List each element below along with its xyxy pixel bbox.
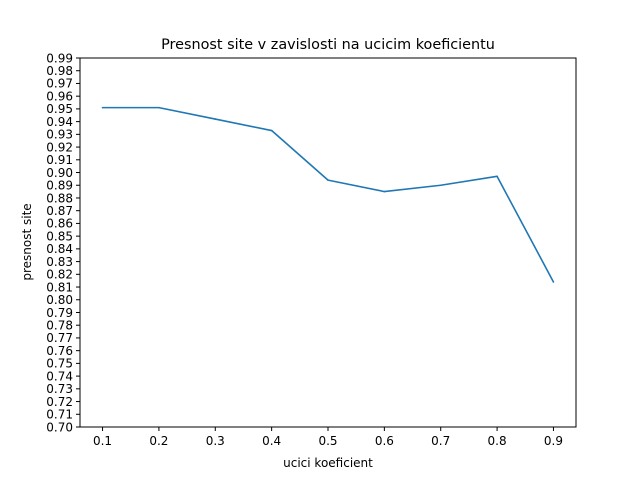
series-layer [101, 106, 555, 283]
data-point [214, 118, 217, 120]
y-tick-label: 0.88 [46, 191, 73, 205]
y-tick-label: 0.80 [46, 293, 73, 307]
axes-frame [79, 57, 577, 428]
x-tick-label: 0.3 [206, 434, 225, 448]
x-tick-label: 0.8 [488, 434, 507, 448]
x-tick-label: 0.4 [262, 434, 281, 448]
y-tick-label: 0.93 [46, 128, 73, 142]
y-tick-label: 0.89 [46, 179, 73, 193]
y-tick-label: 0.95 [46, 102, 73, 116]
data-point [383, 190, 386, 193]
y-axis-label: presnost site [20, 203, 34, 280]
data-point [496, 175, 498, 178]
y-tick-label: 0.76 [46, 344, 73, 358]
y-axis-ticks: 0.700.710.720.730.740.750.760.770.780.79… [46, 51, 80, 434]
y-tick-label: 0.77 [46, 331, 73, 345]
y-tick-label: 0.97 [46, 77, 73, 91]
y-tick-label: 0.83 [46, 255, 73, 269]
y-tick-label: 0.74 [46, 369, 73, 383]
data-point [158, 106, 160, 109]
chart-title: Presnost site v zavislosti na ucicim koe… [161, 37, 495, 53]
x-axis-label: ucici koeficient [283, 456, 373, 470]
y-tick-label: 0.90 [46, 166, 73, 180]
y-tick-label: 0.87 [46, 204, 73, 218]
x-tick-label: 0.1 [93, 434, 112, 448]
y-tick-label: 0.72 [46, 395, 73, 409]
data-point [552, 281, 555, 283]
y-tick-label: 0.81 [46, 280, 73, 294]
y-tick-label: 0.78 [46, 319, 73, 333]
x-tick-label: 0.7 [431, 434, 450, 448]
y-tick-label: 0.79 [46, 306, 73, 320]
x-tick-label: 0.5 [318, 434, 337, 448]
x-axis-ticks: 0.1 0.2 0.3 0.4 0.5 0.6 0.7 0.8 0.9 [93, 427, 563, 448]
y-tick-label: 0.99 [46, 51, 73, 65]
y-tick-label: 0.94 [46, 115, 73, 129]
data-point [270, 129, 273, 132]
y-tick-label: 0.91 [46, 153, 73, 167]
x-tick-label: 0.2 [149, 434, 168, 448]
y-tick-label: 0.75 [46, 357, 73, 371]
y-tick-label: 0.71 [46, 408, 73, 422]
y-tick-label: 0.98 [46, 64, 73, 78]
y-tick-label: 0.73 [46, 382, 73, 396]
y-tick-label: 0.85 [46, 229, 73, 243]
y-tick-label: 0.96 [46, 89, 73, 103]
x-tick-label: 0.9 [544, 434, 563, 448]
y-tick-label: 0.86 [46, 217, 73, 231]
data-point [327, 179, 329, 181]
y-tick-label: 0.82 [46, 268, 73, 282]
x-tick-label: 0.6 [375, 434, 394, 448]
y-tick-label: 0.70 [46, 420, 73, 434]
y-tick-label: 0.84 [46, 242, 73, 256]
y-tick-label: 0.92 [46, 140, 73, 154]
data-point [101, 106, 104, 109]
data-point [439, 184, 442, 187]
